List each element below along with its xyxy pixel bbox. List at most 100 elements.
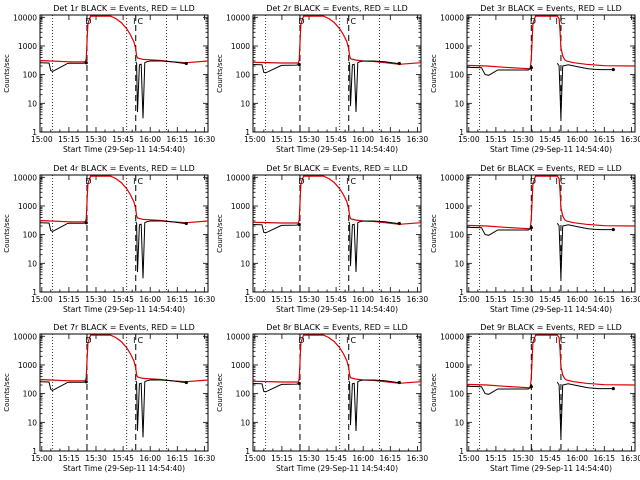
state-marker: I xyxy=(346,17,348,26)
series-events-line xyxy=(135,220,187,279)
y-axis-label: Counts/sec xyxy=(3,54,11,93)
state-marker: C xyxy=(350,336,356,345)
state-marker: I xyxy=(346,336,348,345)
state-marker: D xyxy=(298,177,304,186)
x-tick-label: 16:30 xyxy=(194,454,216,463)
x-tick-label: 15:00 xyxy=(244,295,266,304)
detector-plot-5: Det 5r BLACK = Events, RED = LLD 1 10 100 10… xyxy=(216,164,428,314)
x-tick-label: 15:15 xyxy=(485,135,507,144)
y-tick-label: 100 xyxy=(23,390,38,399)
x-tick-label: 15:45 xyxy=(539,295,561,304)
x-tick-label: 15:45 xyxy=(112,295,134,304)
detector-plot-4: Det 4r BLACK = Events, RED = LLD 1 10 100 10… xyxy=(3,164,215,314)
x-tick-label: 15:00 xyxy=(458,135,480,144)
state-marker: C xyxy=(137,17,143,26)
x-tick-label: 15:30 xyxy=(85,135,107,144)
x-axis: 15:00 15:15 15:30 15:45 16:00 16:15 16:30 xyxy=(31,175,215,304)
state-marker: C xyxy=(350,177,356,186)
x-axis-label: Start Time (29-Sep-11 14:54:40) xyxy=(490,464,612,473)
plot-frame xyxy=(39,14,209,133)
series-lld-line xyxy=(253,15,421,65)
x-tick-label: 15:30 xyxy=(85,295,107,304)
state-marker: I xyxy=(556,336,558,345)
state-marker: I xyxy=(556,177,558,186)
series-events-endpoint xyxy=(611,386,615,391)
x-tick-label: 16:00 xyxy=(139,454,161,463)
x-tick-label: 15:00 xyxy=(458,454,480,463)
x-tick-label: 16:30 xyxy=(407,295,429,304)
plot-area xyxy=(40,175,208,279)
y-tick-label: 100 xyxy=(450,71,465,80)
plot-frame xyxy=(39,174,209,293)
x-tick-label: 15:15 xyxy=(271,295,293,304)
x-axis: 15:00 15:15 15:30 15:45 16:00 16:15 16:30 xyxy=(31,334,215,463)
series-events-endpoint xyxy=(184,221,188,226)
x-tick-label: 16:30 xyxy=(621,295,640,304)
x-tick-label: 16:15 xyxy=(379,454,401,463)
x-tick-label: 15:30 xyxy=(512,135,534,144)
series-events-line xyxy=(348,220,400,273)
series-events-line xyxy=(135,60,187,119)
series-lld-line xyxy=(40,175,208,224)
series-events-endpoint xyxy=(297,381,301,386)
state-marker: I xyxy=(346,177,348,186)
series-events-line xyxy=(467,385,532,395)
plot-area xyxy=(467,175,635,279)
y-axis: 1 10 100 1000 10000 xyxy=(226,332,421,456)
x-axis-label: Start Time (29-Sep-11 14:54:40) xyxy=(276,145,398,154)
plot-frame xyxy=(466,174,636,293)
y-tick-label: 10 xyxy=(27,99,37,108)
x-tick-label: 15:45 xyxy=(112,135,134,144)
detector-plot-9: Det 9r BLACK = Events, RED = LLD 1 10 100 10… xyxy=(430,323,640,473)
state-marker: C xyxy=(137,336,143,345)
series-events-line xyxy=(253,383,300,393)
series-events-line xyxy=(556,222,614,279)
x-tick-label: 15:15 xyxy=(58,454,80,463)
y-tick-label: 1 xyxy=(32,128,37,137)
y-tick-label: 1000 xyxy=(231,42,250,51)
x-tick-label: 16:15 xyxy=(166,454,188,463)
plot-frame xyxy=(466,333,636,452)
state-marker: C xyxy=(137,177,143,186)
x-tick-label: 16:00 xyxy=(139,295,161,304)
series-lld-line xyxy=(253,334,421,384)
y-tick-label: 1 xyxy=(245,447,250,456)
y-tick-label: 1000 xyxy=(231,202,250,211)
y-tick-label: 10 xyxy=(454,418,464,427)
state-marker: C xyxy=(560,336,566,345)
x-tick-label: 16:30 xyxy=(407,454,429,463)
plot-title: Det 1r BLACK = Events, RED = LLD xyxy=(53,4,195,13)
y-tick-label: 1 xyxy=(459,128,464,137)
x-tick-label: 15:45 xyxy=(325,295,347,304)
series-events-endpoint xyxy=(84,380,88,384)
y-tick-label: 10000 xyxy=(440,332,464,341)
x-axis-label: Start Time (29-Sep-11 14:54:40) xyxy=(63,305,185,314)
plot-title: Det 4r BLACK = Events, RED = LLD xyxy=(53,164,195,173)
plot-title: Det 7r BLACK = Events, RED = LLD xyxy=(53,323,195,332)
y-tick-label: 1 xyxy=(32,288,37,297)
state-marker: D xyxy=(85,17,91,26)
y-axis: 1 10 100 1000 10000 xyxy=(226,173,421,297)
state-marker: D xyxy=(298,17,304,26)
x-axis-label: Start Time (29-Sep-11 14:54:40) xyxy=(490,305,612,314)
plot-area xyxy=(253,15,421,113)
series-events-endpoint xyxy=(184,61,188,66)
detector-plot-7: Det 7r BLACK = Events, RED = LLD 1 10 100 10… xyxy=(3,323,215,473)
y-axis: 1 10 100 1000 10000 xyxy=(13,173,208,297)
y-axis-label: Counts/sec xyxy=(3,214,11,253)
plot-frame xyxy=(252,174,422,293)
x-tick-label: 15:30 xyxy=(512,454,534,463)
x-tick-label: 15:45 xyxy=(539,454,561,463)
series-events-line xyxy=(556,62,614,119)
y-tick-label: 1000 xyxy=(18,202,37,211)
state-marker: D xyxy=(530,17,536,26)
y-tick-label: 100 xyxy=(236,390,251,399)
y-tick-label: 100 xyxy=(23,71,38,80)
y-tick-label: 10 xyxy=(454,259,464,268)
series-events-line xyxy=(40,62,87,72)
plot-frame xyxy=(252,14,422,133)
series-events-endpoint xyxy=(397,61,401,66)
x-tick-label: 16:30 xyxy=(621,454,640,463)
series-lld-line xyxy=(40,15,208,64)
